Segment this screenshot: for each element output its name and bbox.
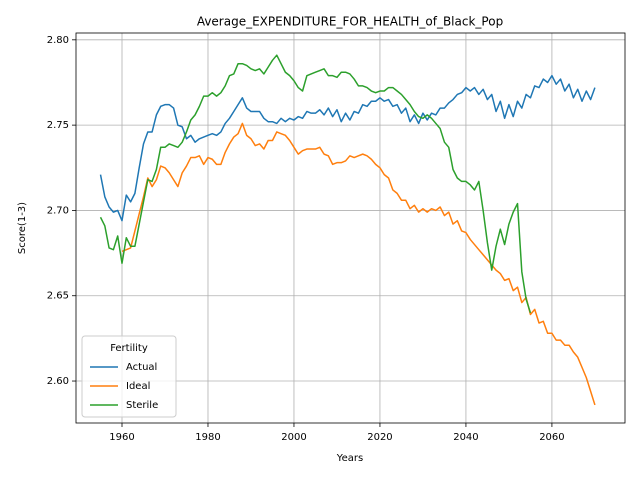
y-tick-label: 2.75 xyxy=(47,120,69,131)
y-tick-label: 2.80 xyxy=(47,35,69,46)
y-tick-label: 2.65 xyxy=(47,291,69,302)
x-tick-label: 1980 xyxy=(195,432,220,443)
legend-title: Fertility xyxy=(110,343,148,354)
x-tick-label: 2020 xyxy=(367,432,392,443)
x-tick-label: 2000 xyxy=(281,432,306,443)
series-line xyxy=(99,54,532,314)
legend: Fertility Actual Ideal Sterile xyxy=(81,335,177,418)
series-line xyxy=(99,74,596,222)
x-tick-label: 1960 xyxy=(109,432,134,443)
y-tick-label: 2.60 xyxy=(47,376,69,387)
legend-label: Actual xyxy=(126,362,157,373)
x-axis-label: Years xyxy=(336,453,363,464)
legend-label: Sterile xyxy=(126,400,158,411)
x-tick-label: 2060 xyxy=(539,432,564,443)
legend-box xyxy=(81,335,177,418)
y-axis-label: Score(1-3) xyxy=(17,202,28,254)
chart-title: Average_EXPENDITURE_FOR_HEALTH_of_Black_… xyxy=(197,15,503,29)
plot-frame xyxy=(75,32,626,424)
x-tick-label: 2040 xyxy=(453,432,478,443)
y-tick-label: 2.70 xyxy=(47,205,69,216)
series-line xyxy=(121,122,596,406)
legend-label: Ideal xyxy=(126,381,150,392)
